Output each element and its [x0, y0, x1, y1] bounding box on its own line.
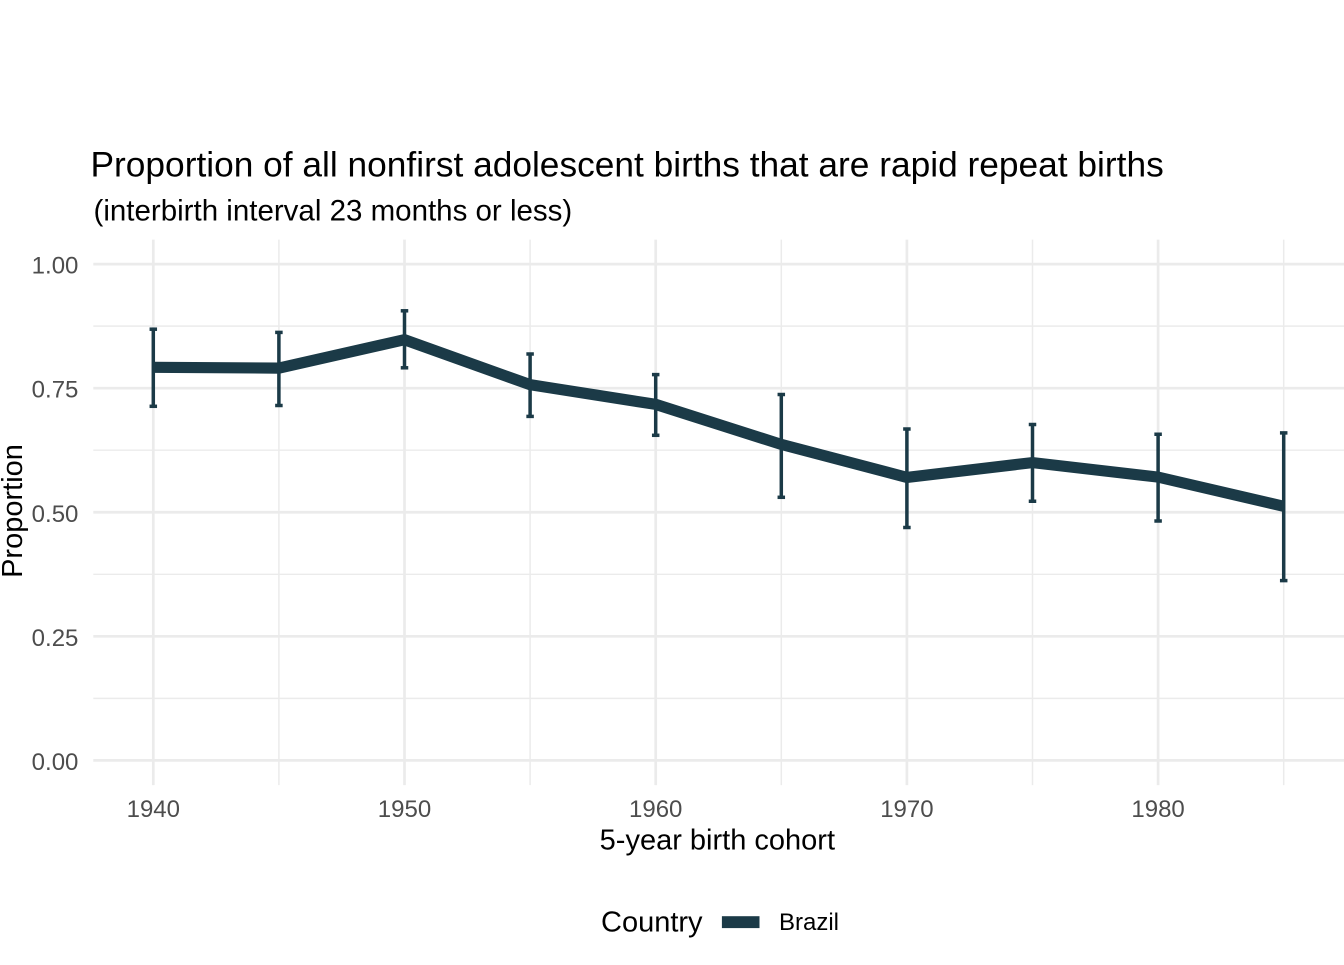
svg-text:1940: 1940: [127, 796, 180, 823]
svg-text:Country: Country: [601, 907, 703, 939]
svg-text:1.00: 1.00: [32, 253, 79, 280]
svg-text:1970: 1970: [880, 796, 933, 823]
svg-text:(interbirth interval 23 months: (interbirth interval 23 months or less): [94, 194, 573, 227]
svg-text:Brazil: Brazil: [779, 909, 839, 936]
svg-text:0.50: 0.50: [32, 501, 79, 528]
svg-text:1980: 1980: [1131, 796, 1184, 823]
svg-text:Proportion of all nonfirst ado: Proportion of all nonfirst adolescent bi…: [91, 145, 1164, 184]
svg-text:0.00: 0.00: [32, 749, 79, 776]
svg-text:1960: 1960: [629, 796, 682, 823]
svg-text:0.25: 0.25: [32, 625, 79, 652]
svg-text:1950: 1950: [378, 796, 431, 823]
svg-text:0.75: 0.75: [32, 377, 79, 404]
svg-text:5-year birth cohort: 5-year birth cohort: [600, 825, 835, 857]
svg-text:Proportion: Proportion: [0, 444, 29, 578]
